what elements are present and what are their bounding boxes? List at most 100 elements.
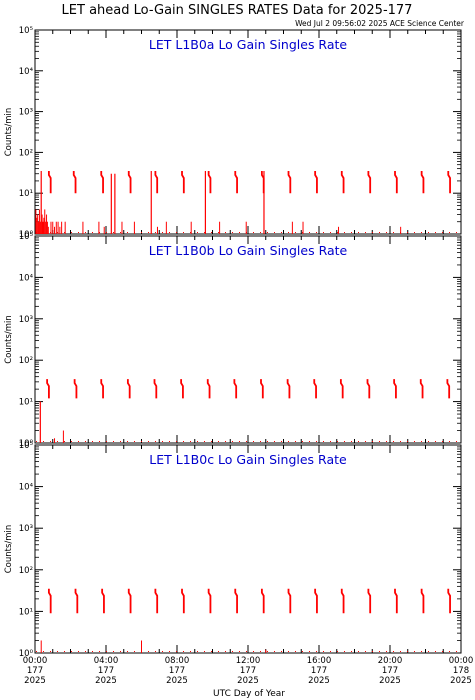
panels-group: 10⁰ 10¹ 10² 10³ 10⁴ 10⁵ Counts/min LET L1B0a Lo… [4,26,462,659]
burst-mark [394,171,398,194]
chart-title: LET ahead Lo-Gain SINGLES RATES Data for… [62,3,413,18]
burst-mark [367,588,372,614]
y-tick-label: 10⁰ [19,230,34,240]
panel-2: 10⁰ 10¹ 10² 10³ 10⁴ 10⁵ Counts/min LET L1B0b Lo… [4,232,462,449]
burst-mark [181,171,185,194]
burst-mark [419,379,424,399]
x-tick-year: 2025 [24,676,46,686]
burst-mark [340,171,345,194]
burst-mark [47,588,52,614]
x-tick-time: 16:00 [307,656,332,666]
x-tick-year: 2025 [308,676,330,686]
x-tick-doy: 177 [311,666,327,676]
burst-mark [154,171,159,194]
burst-mark [47,171,52,194]
burst-mark [260,379,264,399]
x-tick-doy: 177 [98,666,114,676]
burst-mark [447,588,451,614]
x-axis-label: UTC Day of Year [213,689,285,699]
burst-mark [74,588,79,614]
burst-mark [340,588,345,614]
burst-mark [180,379,184,399]
y-axis-label: Counts/min [4,315,14,364]
x-tick-doy: 177 [27,666,43,676]
burst-mark [367,171,372,194]
burst-mark [420,588,425,614]
panel-1: 10⁰ 10¹ 10² 10³ 10⁴ 10⁵ Counts/min LET L1B0a Lo… [4,26,462,240]
y-tick-label: 10¹ [19,607,33,617]
burst-mark [153,379,158,399]
burst-mark [314,171,318,194]
y-tick-label: 10¹ [19,398,33,408]
y-tick-label: 10⁴ [19,67,34,77]
generation-timestamp: Wed Jul 2 09:56:02 2025 ACE Science Cent… [295,19,465,28]
burst-mark [154,588,159,614]
burst-mark [234,588,238,614]
y-tick-label: 10⁴ [19,483,34,493]
burst-mark [46,379,50,399]
x-tick-doy: 177 [169,666,185,676]
panel-title: LET L1B0b Lo Gain Singles Rate [149,243,348,258]
y-axis-label: Counts/min [4,108,14,157]
burst-mark [447,171,451,194]
x-tick-doy: 177 [240,666,256,676]
y-tick-label: 10³ [19,524,33,534]
burst-mark [233,379,238,399]
x-tick-year: 2025 [379,676,401,686]
y-tick-label: 10¹ [19,189,33,199]
x-tick-year: 2025 [95,676,117,686]
y-tick-label: 10⁵ [19,441,33,451]
x-tick-time: 04:00 [94,656,119,666]
x-tick-time: 20:00 [378,656,403,666]
y-tick-label: 10⁵ [19,232,33,242]
x-tick-year: 2025 [166,676,188,686]
burst-mark [287,171,292,194]
plot-frame [34,235,462,444]
x-tick-doy: 178 [453,666,469,676]
burst-mark [127,588,132,614]
burst-mark [207,171,212,194]
y-tick-label: 10⁴ [19,273,34,283]
x-tick-year: 2025 [237,676,259,686]
burst-mark [287,588,292,614]
burst-mark [393,379,397,399]
burst-mark [72,171,77,194]
burst-mark [127,171,132,194]
y-tick-label: 10² [19,566,33,576]
burst-mark [206,379,211,399]
burst-mark [394,588,398,614]
burst-mark [73,379,78,399]
x-axis: 00:00177202504:00177202508:00177202512:0… [23,656,474,686]
burst-mark [420,171,425,194]
burst-mark [181,588,185,614]
burst-mark [366,379,371,399]
burst-mark [313,379,317,399]
y-tick-label: 10² [19,356,33,366]
x-tick-time: 12:00 [236,656,261,666]
burst-mark [101,588,105,614]
burst-mark [100,171,104,194]
burst-mark [339,379,344,399]
y-tick-label: 10³ [19,108,33,118]
burst-mark [314,588,318,614]
x-tick-year: 2025 [450,676,472,686]
plot-frame [34,444,462,654]
panel-title: LET L1B0c Lo Gain Singles Rate [149,452,347,467]
y-tick-label: 10² [19,148,33,158]
y-axis-label: Counts/min [4,525,14,574]
panel-3: 10⁰ 10¹ 10² 10³ 10⁴ 10⁵ Counts/min LET L1B0c Lo… [4,441,462,659]
x-tick-time: 00:00 [23,656,48,666]
burst-mark [207,588,212,614]
burst-mark [446,379,451,399]
y-tick-label: 10⁵ [19,26,33,36]
burst-mark [234,171,238,194]
y-tick-label: 10³ [19,315,33,325]
x-tick-doy: 177 [382,666,398,676]
burst-mark [100,379,104,399]
x-tick-time: 00:00 [449,656,474,666]
panel-title: LET L1B0a Lo Gain Singles Rate [149,37,348,52]
burst-mark [286,379,291,399]
plot-frame [34,29,462,235]
burst-mark [260,588,265,614]
